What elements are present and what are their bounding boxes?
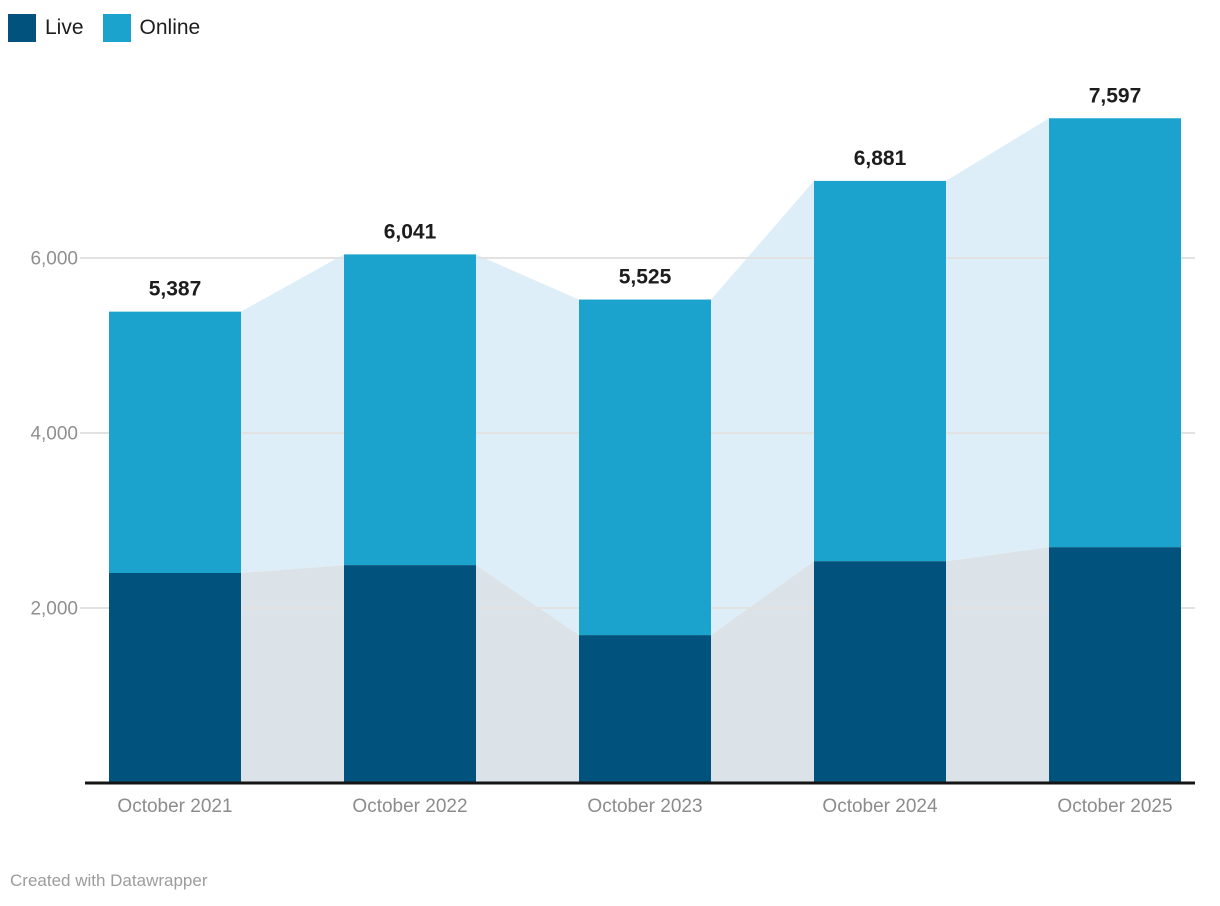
online-bar-segment[interactable] xyxy=(109,311,241,573)
live-bar-segment[interactable] xyxy=(1049,547,1181,783)
legend-label-live: Live xyxy=(45,16,84,39)
total-value-label: 7,597 xyxy=(1089,84,1142,107)
total-value-label: 5,387 xyxy=(149,278,202,301)
x-axis-category-label: October 2022 xyxy=(352,796,467,817)
live-bar-segment[interactable] xyxy=(344,565,476,783)
x-axis-category-label: October 2021 xyxy=(117,796,232,817)
live-connector-area xyxy=(476,565,579,783)
y-axis-tick-label: 6,000 xyxy=(30,249,78,270)
online-bar-segment[interactable] xyxy=(579,299,711,636)
live-connector-area xyxy=(711,561,814,783)
x-axis-category-label: October 2025 xyxy=(1057,796,1172,817)
legend: Live Online xyxy=(8,14,200,42)
live-bar-segment[interactable] xyxy=(814,561,946,783)
live-bar-segment[interactable] xyxy=(579,635,711,783)
live-connector-area xyxy=(241,565,344,783)
live-bar-segment[interactable] xyxy=(109,573,241,783)
y-axis-tick-label: 2,000 xyxy=(30,599,78,620)
online-bar-segment[interactable] xyxy=(344,254,476,566)
online-connector-area xyxy=(711,180,814,636)
datawrapper-credit: Created with Datawrapper xyxy=(10,871,208,890)
x-axis-category-label: October 2023 xyxy=(587,796,702,817)
total-value-label: 6,041 xyxy=(384,220,437,243)
online-connector-area xyxy=(946,118,1049,562)
legend-item-live: Live xyxy=(8,14,84,42)
legend-item-online: Online xyxy=(102,14,201,42)
total-value-label: 5,525 xyxy=(619,266,672,289)
online-bar-segment[interactable] xyxy=(814,180,946,562)
live-swatch-icon xyxy=(8,14,36,42)
live-connector-area xyxy=(946,547,1049,783)
total-value-label: 6,881 xyxy=(854,147,907,170)
online-swatch-icon xyxy=(102,14,131,42)
x-axis-category-label: October 2024 xyxy=(822,796,938,817)
y-axis-tick-label: 4,000 xyxy=(30,424,78,445)
stacked-bar-chart: 2,000 4,000 6,000 5,387 6,041 5,525 6,881 7,597… xyxy=(30,84,1195,817)
online-connector-area xyxy=(241,254,344,573)
legend-label-online: Online xyxy=(139,16,201,39)
online-connector-area xyxy=(476,254,579,636)
online-bar-segment[interactable] xyxy=(1049,118,1181,548)
